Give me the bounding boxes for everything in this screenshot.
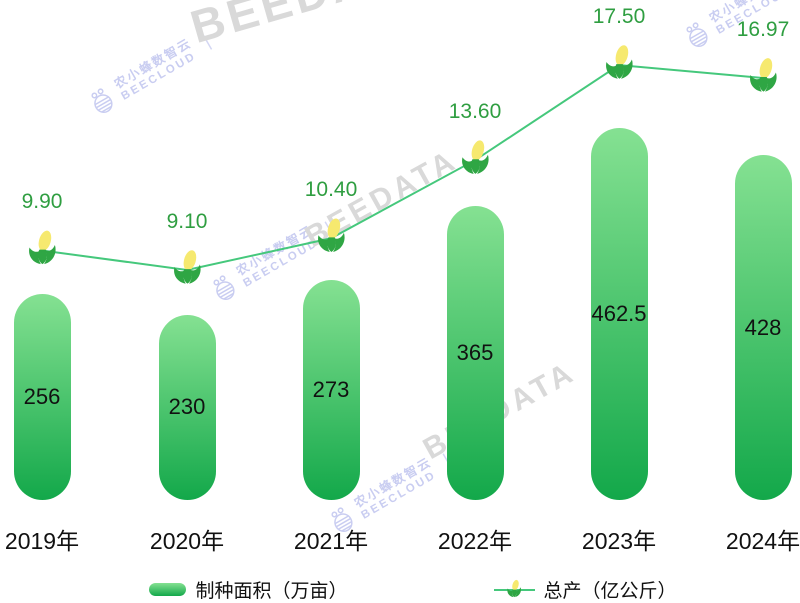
legend-item-bar-series[interactable]: 制种面积（万亩） [149, 576, 348, 603]
line-value-label: 9.10 [166, 210, 208, 233]
corn-marker-icon [462, 139, 489, 174]
legend-bar-label: 制种面积（万亩） [195, 581, 348, 602]
bar-2024年: 428 [734, 155, 792, 500]
bar-value-label: 365 [456, 340, 494, 366]
bar-value-label: 256 [23, 383, 61, 409]
x-axis-label-2021年: 2021年 [293, 528, 369, 554]
bar-value-label: 230 [168, 394, 206, 420]
x-axis-label-2024年: 2024年 [725, 528, 800, 554]
legend: 制种面积（万亩） 总产（亿公斤） [0, 576, 800, 603]
legend-line-label: 总产（亿公斤） [543, 581, 677, 602]
corn-marker-icon [174, 249, 201, 284]
line-series-marker [493, 579, 535, 600]
corn-marker-icon [29, 229, 56, 265]
line-value-label: 17.50 [592, 5, 646, 29]
x-axis-label-2019年: 2019年 [4, 528, 80, 554]
total-production-line [41, 64, 764, 272]
legend-item-line-series[interactable]: 总产（亿公斤） [493, 576, 677, 603]
x-axis-label-2020年: 2020年 [149, 528, 225, 554]
corn-marker-icon [606, 44, 633, 79]
line-value-label: 16.97 [736, 17, 790, 41]
corn-icon [507, 579, 521, 597]
bar-2021年: 273 [302, 280, 360, 500]
x-axis-label-2022年: 2022年 [437, 528, 513, 554]
corn-marker-icon [750, 56, 777, 92]
line-value-label: 9.90 [21, 190, 63, 214]
corn-marker-icon [318, 217, 345, 252]
bar-series-swatch [149, 583, 187, 596]
bar-value-label: 273 [312, 377, 350, 403]
line-value-label: 10.40 [304, 178, 358, 202]
bar-2023年: 462.5 [590, 127, 648, 500]
bar-2020年: 230 [158, 314, 216, 500]
bar-2019年: 256 [13, 293, 71, 500]
line-value-label: 13.60 [448, 100, 502, 124]
bar-2022年: 365 [446, 206, 504, 500]
bar-value-label: 428 [744, 314, 782, 340]
bar-value-label: 462.5 [591, 300, 647, 326]
x-axis-label-2023年: 2023年 [581, 528, 657, 554]
